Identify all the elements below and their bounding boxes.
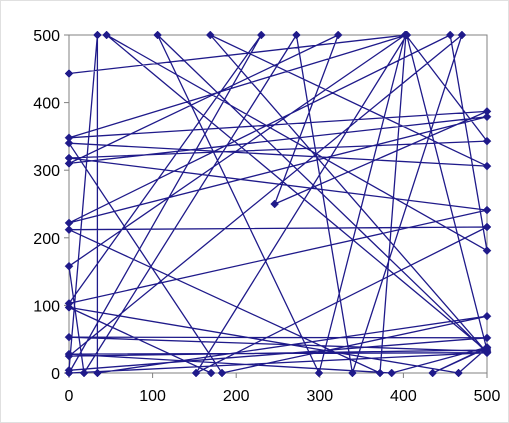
data-point-marker xyxy=(333,30,343,40)
data-point-marker xyxy=(153,30,162,40)
data-point-marker xyxy=(64,349,74,359)
data-point-marker xyxy=(64,153,74,163)
data-point-marker xyxy=(205,30,215,40)
x-tick-label: 0 xyxy=(65,388,74,405)
data-point-marker xyxy=(482,343,492,353)
data-point-marker xyxy=(64,303,74,312)
data-point-marker xyxy=(482,112,492,122)
y-tick-label: 500 xyxy=(33,28,60,45)
data-point-marker xyxy=(64,261,74,271)
plot-border xyxy=(68,34,488,374)
data-point-marker xyxy=(482,246,492,255)
data-point-marker xyxy=(387,368,397,378)
data-point-marker xyxy=(482,311,492,321)
x-tick-label: 100 xyxy=(139,388,166,405)
data-point-marker xyxy=(482,222,492,232)
data-point-marker xyxy=(400,30,410,40)
data-point-marker xyxy=(64,332,74,342)
data-point-marker xyxy=(206,368,216,378)
y-tick-label: 300 xyxy=(33,163,60,180)
x-tick-label: 400 xyxy=(390,388,417,405)
data-point-marker xyxy=(93,30,102,40)
y-tick-label: 100 xyxy=(33,298,60,315)
y-tick-label: 200 xyxy=(33,231,60,248)
data-point-marker xyxy=(64,69,74,78)
data-point-marker xyxy=(482,161,492,171)
data-point-marker xyxy=(454,368,463,378)
data-point-marker xyxy=(270,199,280,209)
data-point-marker xyxy=(482,205,492,215)
data-point-marker xyxy=(64,368,74,378)
data-point-marker xyxy=(445,30,455,40)
data-point-marker xyxy=(482,136,492,146)
data-point-marker xyxy=(482,348,492,358)
data-point-marker xyxy=(102,30,111,40)
data-point-marker xyxy=(457,30,467,40)
data-point-marker xyxy=(292,30,301,40)
x-tick-label: 500 xyxy=(474,388,501,405)
data-point-marker xyxy=(64,138,74,148)
x-tick-label: 300 xyxy=(306,388,333,405)
y-tick-label: 400 xyxy=(33,96,60,113)
data-point-marker xyxy=(64,225,74,235)
data-point-marker xyxy=(375,368,385,378)
data-point-marker xyxy=(93,368,102,378)
data-point-marker xyxy=(428,368,438,378)
x-tick-label: 200 xyxy=(223,388,250,405)
data-point-marker xyxy=(217,368,227,378)
data-point-marker xyxy=(482,333,492,343)
data-point-marker xyxy=(79,368,89,378)
data-point-marker xyxy=(348,368,357,378)
y-tick-label: 0 xyxy=(51,366,60,383)
data-point-marker xyxy=(191,368,201,378)
data-point-marker xyxy=(64,159,74,168)
data-point-marker xyxy=(256,30,266,40)
data-point-marker xyxy=(314,368,324,378)
